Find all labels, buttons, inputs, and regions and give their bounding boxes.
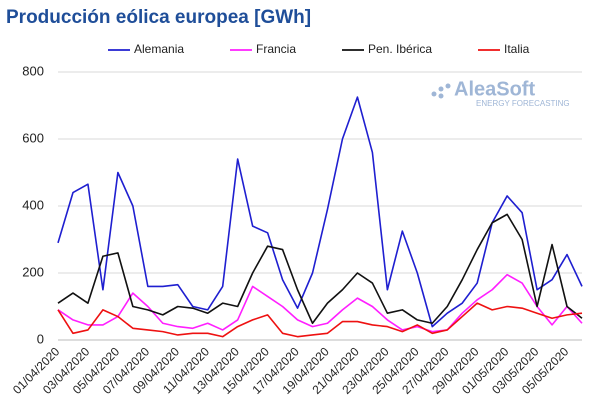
- y-tick-label: 200: [22, 264, 44, 279]
- y-tick-label: 600: [22, 130, 44, 145]
- series-line: [57, 213, 583, 325]
- logo-dot: [438, 93, 444, 99]
- legend-label: Pen. Ibérica: [368, 42, 432, 56]
- series-line: [57, 302, 583, 338]
- legend-label: Alemania: [134, 42, 184, 56]
- y-tick-label: 800: [22, 63, 44, 78]
- legend-label: Italia: [504, 42, 530, 56]
- logo-name: AleaSoft: [454, 78, 535, 100]
- chart-title: Producción eólica europea [GWh]: [6, 7, 311, 28]
- series-line: [57, 96, 583, 328]
- logo: AleaSoft ENERGY FORECASTING: [431, 78, 570, 108]
- legend-label: Francia: [256, 42, 296, 56]
- logo-tagline: ENERGY FORECASTING: [476, 99, 570, 108]
- logo-dot: [431, 91, 437, 97]
- y-tick-label: 400: [22, 197, 44, 212]
- logo-dot: [438, 86, 444, 92]
- y-tick-label: 0: [37, 331, 44, 346]
- series-line: [57, 273, 583, 333]
- logo-dot: [445, 83, 451, 89]
